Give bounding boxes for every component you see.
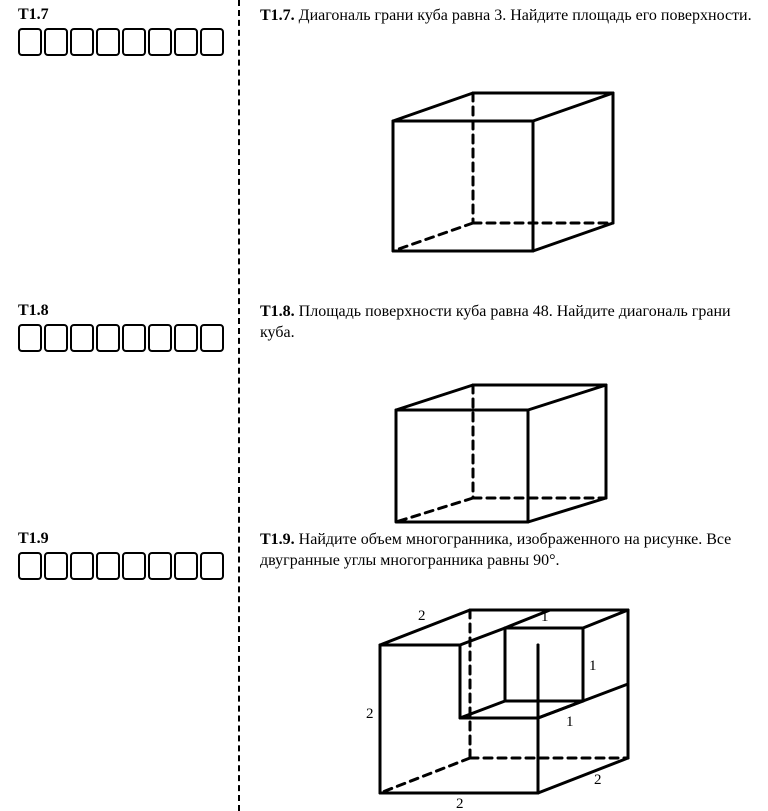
problem-t17-text-label: Т1.7. [260, 7, 295, 24]
problem-t17-text-body: Диагональ грани куба равна 3. Найдите пл… [295, 7, 752, 24]
problem-t19-answer-area: Т1.9 [18, 530, 228, 580]
answer-cell[interactable] [18, 552, 42, 580]
answer-boxes-t18[interactable] [18, 324, 228, 352]
answer-boxes-t19[interactable] [18, 552, 228, 580]
answer-cell[interactable] [122, 324, 146, 352]
answer-cell[interactable] [148, 552, 172, 580]
answer-cell[interactable] [174, 28, 198, 56]
answer-cell[interactable] [18, 324, 42, 352]
answer-cell[interactable] [148, 28, 172, 56]
answer-cell[interactable] [96, 552, 120, 580]
dim-label-2d: 2 [594, 772, 602, 788]
answer-boxes-t17[interactable] [18, 28, 228, 56]
problem-t18-text: Т1.8. Площадь поверхности куба равна 48.… [260, 302, 755, 344]
answer-cell[interactable] [200, 324, 224, 352]
answer-cell[interactable] [70, 28, 94, 56]
cube-figure-t17 [363, 33, 653, 258]
cube-figure-t18 [368, 350, 648, 530]
problem-t19-label: Т1.9 [18, 530, 228, 548]
problem-t19-statement: Т1.9. Найдите объем многогранника, изобр… [260, 530, 755, 808]
answer-cell[interactable] [70, 324, 94, 352]
problem-t18-text-body: Площадь поверхности куба равна 48. Найди… [260, 303, 731, 341]
column-divider [238, 0, 240, 811]
problem-t19-text-label: Т1.9. [260, 531, 295, 548]
dim-label-1c: 1 [566, 714, 574, 730]
problem-t19-text: Т1.9. Найдите объем многогранника, изобр… [260, 530, 755, 572]
answer-cell[interactable] [70, 552, 94, 580]
problem-t18-label: Т1.8 [18, 302, 228, 320]
dim-label-2c: 2 [456, 796, 464, 808]
dim-label-1b: 1 [589, 658, 597, 674]
notched-cube-figure-t19: 2 2 2 2 1 1 1 [348, 578, 668, 808]
answer-cell[interactable] [174, 324, 198, 352]
answer-cell[interactable] [174, 552, 198, 580]
problem-t17-label: Т1.7 [18, 6, 228, 24]
answer-cell[interactable] [122, 28, 146, 56]
problem-t17-statement: Т1.7. Диагональ грани куба равна 3. Найд… [260, 6, 755, 258]
answer-cell[interactable] [122, 552, 146, 580]
answer-cell[interactable] [44, 28, 68, 56]
dim-label-2a: 2 [418, 608, 426, 624]
answer-cell[interactable] [96, 324, 120, 352]
problem-t18-statement: Т1.8. Площадь поверхности куба равна 48.… [260, 302, 755, 530]
answer-cell[interactable] [200, 28, 224, 56]
problem-t17-text: Т1.7. Диагональ грани куба равна 3. Найд… [260, 6, 755, 27]
answer-cell[interactable] [96, 28, 120, 56]
problem-t18-text-label: Т1.8. [260, 303, 295, 320]
dim-label-1a: 1 [541, 609, 549, 625]
problem-t17-answer-area: Т1.7 [18, 6, 228, 56]
problem-t18-answer-area: Т1.8 [18, 302, 228, 352]
answer-cell[interactable] [44, 324, 68, 352]
problem-t19-text-body: Найдите объем многогранника, изображенно… [260, 531, 731, 569]
answer-cell[interactable] [148, 324, 172, 352]
answer-cell[interactable] [44, 552, 68, 580]
dim-label-2b: 2 [366, 706, 374, 722]
answer-cell[interactable] [18, 28, 42, 56]
answer-cell[interactable] [200, 552, 224, 580]
